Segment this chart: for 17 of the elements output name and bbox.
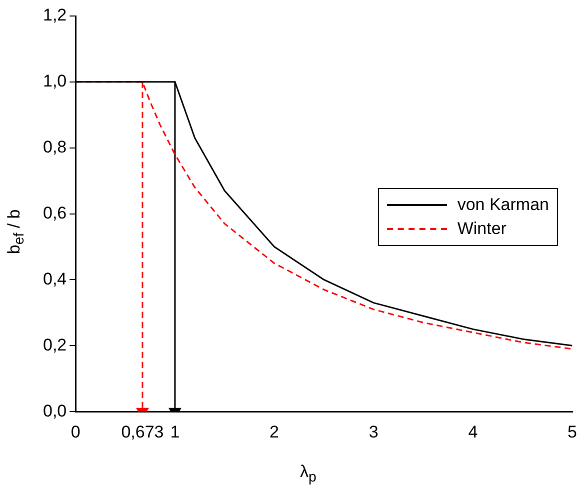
y-tick-label: 0,4 [42,269,67,288]
y-tick-label: 0,6 [42,203,67,222]
x-axis-title: λ$_{p}$ [300,462,316,486]
y-tick-label: 0,2 [42,335,67,354]
x-tick-label: 5 [568,422,578,442]
legend-label: von Karman [457,195,549,215]
x-tick-label: 3 [368,422,378,442]
x-tick-label: 4 [468,422,478,442]
x-tick-label: 0 [70,422,80,442]
y-tick-label: 0,0 [42,401,67,420]
x-tick-label: 2 [270,422,280,442]
y-tick-label: 1,0 [42,72,67,91]
x-tick-label: 1 [170,422,180,442]
x-tick-label: 0,673 [121,422,164,442]
y-tick-label: 1,2 [42,6,67,25]
y-tick-label: 0,8 [42,138,67,157]
legend-label: Winter [457,219,506,239]
